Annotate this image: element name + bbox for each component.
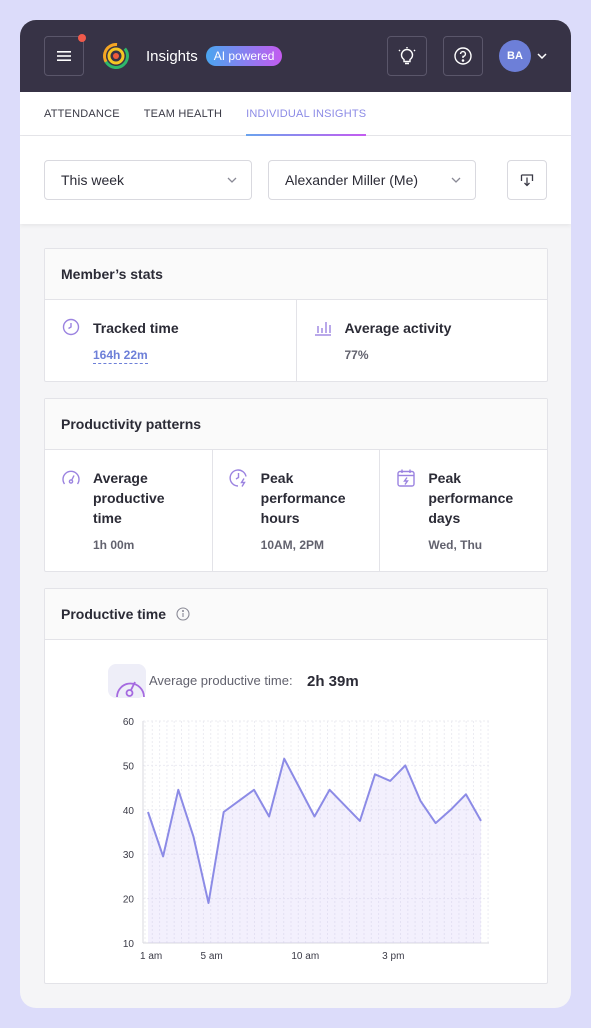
clock-icon — [62, 318, 80, 336]
y-tick-label: 60 — [123, 717, 135, 728]
average-value: 2h 39m — [307, 673, 359, 690]
filter-bar: This week Alexander Miller (Me) — [20, 136, 571, 224]
x-tick-label: 10 am — [291, 951, 319, 962]
tips-button[interactable] — [387, 36, 427, 76]
chevron-down-icon — [227, 177, 237, 183]
speedometer-badge — [108, 664, 146, 698]
y-tick-label: 10 — [123, 939, 135, 950]
tab-bar: ATTENDANCE TEAM HEALTH INDIVIDUAL INSIGH… — [20, 92, 571, 136]
productive-time-header: Productive time — [45, 589, 547, 640]
app-window: Insights AI powered BA — [20, 20, 571, 1008]
download-icon — [520, 174, 534, 187]
menu-button[interactable] — [44, 34, 86, 76]
member-stats-title: Member’s stats — [45, 249, 547, 300]
tab-attendance[interactable]: ATTENDANCE — [44, 108, 120, 120]
x-tick-label: 1 am — [140, 951, 162, 962]
app-logo-icon — [103, 43, 129, 69]
period-select-value: This week — [61, 172, 125, 188]
y-axis: 60 50 40 30 20 10 — [123, 717, 135, 950]
period-select[interactable]: This week — [44, 160, 252, 200]
productivity-patterns-card: Productivity patterns Average productive… — [44, 398, 548, 572]
productive-time-area — [148, 758, 481, 943]
productive-time-line — [147, 757, 482, 904]
chevron-down-icon — [451, 177, 461, 183]
tracked-time-stat: Tracked time 164h 22m — [45, 300, 296, 382]
member-select-value: Alexander Miller (Me) — [285, 172, 419, 188]
x-tick-label: 5 am — [201, 951, 223, 962]
productive-time-title: Productive time — [61, 606, 167, 622]
member-stats-card: Member’s stats Tracked time 164h 22m — [44, 248, 548, 382]
tab-individual-insights[interactable]: INDIVIDUAL INSIGHTS — [246, 92, 367, 136]
average-activity-value: 77% — [344, 348, 369, 362]
info-icon[interactable] — [176, 607, 190, 621]
pattern-item: Peak performance days Wed, Thu — [379, 450, 547, 572]
y-tick-label: 30 — [123, 850, 135, 861]
help-circle-icon — [454, 47, 472, 65]
average-activity-stat: Average activity 77% — [295, 300, 548, 382]
average-activity-label: Average activity — [344, 320, 452, 336]
top-bar: Insights AI powered BA — [20, 20, 571, 92]
ai-powered-badge: AI powered — [205, 46, 283, 66]
pattern-value: 10AM, 2PM — [260, 538, 325, 552]
export-button[interactable] — [507, 160, 547, 200]
productivity-patterns-title: Productivity patterns — [45, 399, 547, 450]
pattern-label: Peak performance days — [428, 470, 514, 526]
productive-time-card: Productive time Average productive time:… — [44, 588, 548, 984]
lightbulb-icon — [398, 47, 416, 65]
account-menu[interactable]: BA — [499, 40, 547, 72]
productive-time-chart: Average productive time: 2h 39m 60 50 40 30… — [108, 664, 489, 962]
tracked-time-value[interactable]: 164h 22m — [93, 348, 148, 364]
chevron-down-icon — [537, 53, 547, 59]
x-axis: 1 am 5 am 10 am 3 pm — [140, 951, 404, 962]
tracked-time-label: Tracked time — [93, 320, 179, 336]
x-tick-label: 3 pm — [382, 951, 404, 962]
chart-grid — [142, 720, 489, 944]
pattern-value: Wed, Thu — [428, 538, 483, 552]
speedometer-icon — [116, 681, 145, 698]
app-title: Insights — [146, 47, 198, 65]
y-tick-label: 50 — [123, 761, 135, 772]
y-tick-label: 20 — [123, 895, 135, 906]
help-button[interactable] — [443, 36, 483, 76]
tabs-panel: ATTENDANCE TEAM HEALTH INDIVIDUAL INSIGH… — [20, 92, 571, 224]
y-tick-label: 40 — [123, 806, 135, 817]
calendar-bolt-icon — [397, 469, 416, 487]
notification-dot — [78, 34, 86, 42]
tab-team-health[interactable]: TEAM HEALTH — [143, 108, 223, 120]
hamburger-icon — [57, 51, 71, 61]
member-select[interactable]: Alexander Miller (Me) — [268, 160, 476, 200]
bar-chart-icon — [314, 322, 331, 336]
speedometer-icon — [62, 470, 80, 485]
average-label: Average productive time: — [149, 673, 293, 688]
pattern-item: Peak performance hours 10AM, 2PM — [211, 450, 380, 572]
pattern-label: Peak performance hours — [260, 470, 346, 526]
pattern-value: 1h 00m — [93, 538, 135, 552]
pattern-item: Average productive time 1h 00m — [45, 450, 212, 572]
clock-bolt-icon — [229, 469, 247, 487]
avatar: BA — [499, 40, 531, 72]
pattern-label: Average productive time — [93, 470, 165, 526]
